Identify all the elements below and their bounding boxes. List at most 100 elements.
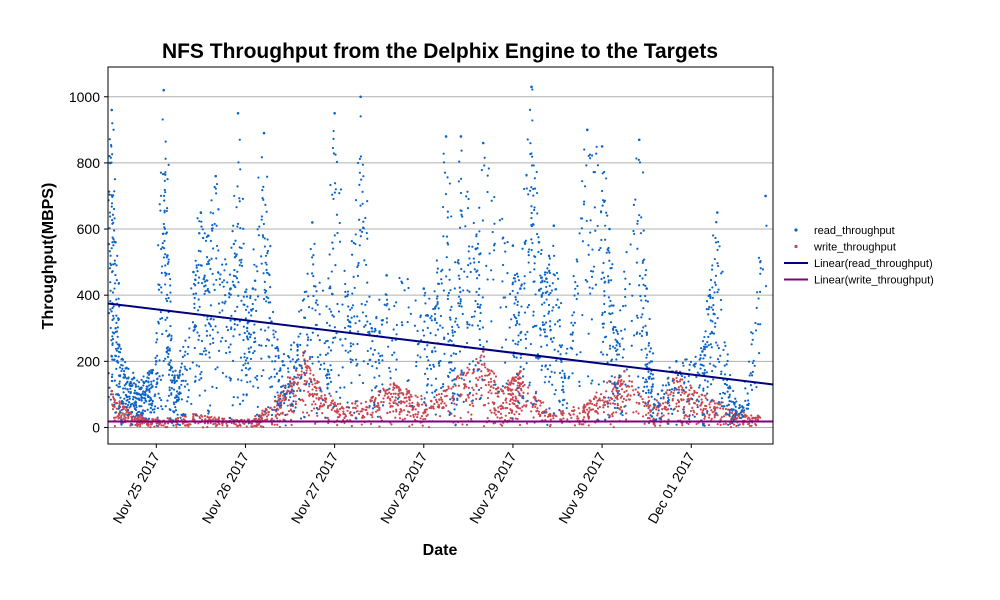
write-throughput-point <box>405 404 408 408</box>
read-throughput-point <box>750 331 753 334</box>
read-throughput-point <box>184 379 187 383</box>
read-throughput-point <box>277 404 281 407</box>
read-throughput-point <box>579 217 583 220</box>
read-throughput-point <box>746 392 749 395</box>
write-throughput-point <box>364 400 367 404</box>
read-throughput-point <box>471 324 474 327</box>
write-throughput-point <box>683 417 686 420</box>
read-throughput-point <box>535 356 538 359</box>
write-throughput-point <box>395 408 398 411</box>
write-throughput-point <box>487 402 490 405</box>
write-throughput-point <box>374 397 377 400</box>
read-throughput-point <box>167 352 170 356</box>
read-throughput-point <box>211 272 214 275</box>
read-throughput-point <box>360 178 363 181</box>
read-throughput-point <box>566 347 569 350</box>
write-throughput-point <box>654 424 657 427</box>
read-throughput-point <box>137 397 140 400</box>
write-throughput-point <box>281 412 284 415</box>
write-throughput-point <box>570 416 573 420</box>
write-throughput-point <box>295 382 299 386</box>
read-throughput-point <box>435 259 438 262</box>
write-throughput-point <box>388 402 391 405</box>
read-throughput-point <box>531 403 534 406</box>
read-throughput-point <box>346 318 350 321</box>
read-throughput-point <box>159 171 163 174</box>
write-throughput-point <box>217 416 221 419</box>
read-throughput-point <box>173 381 176 385</box>
read-throughput-point <box>448 371 451 374</box>
write-throughput-point <box>217 417 220 421</box>
read-throughput-point <box>284 398 287 401</box>
read-throughput-point <box>281 390 285 393</box>
read-throughput-point <box>451 331 454 334</box>
write-throughput-point <box>635 410 638 413</box>
read-throughput-point <box>260 374 263 378</box>
read-throughput-point <box>374 329 377 332</box>
read-throughput-point <box>164 232 168 235</box>
read-throughput-point <box>331 146 335 150</box>
write-throughput-point <box>518 407 522 410</box>
read-throughput-point <box>547 380 551 383</box>
read-throughput-point <box>632 334 636 337</box>
read-throughput-point <box>709 295 712 299</box>
read-throughput-point <box>546 423 549 426</box>
read-throughput-point <box>325 305 328 308</box>
read-throughput-point <box>645 353 649 356</box>
read-throughput-point <box>366 199 369 203</box>
write-throughput-point <box>602 406 605 409</box>
read-throughput-point <box>262 131 266 135</box>
write-throughput-point <box>694 402 697 405</box>
write-throughput-point <box>330 401 333 405</box>
read-throughput-point <box>113 259 116 262</box>
write-throughput-point <box>114 416 117 419</box>
read-throughput-point <box>172 424 175 427</box>
read-throughput-point <box>696 371 699 374</box>
read-throughput-point <box>388 366 391 370</box>
read-throughput-point <box>117 318 120 321</box>
read-throughput-point <box>205 334 209 337</box>
read-throughput-point <box>658 417 661 420</box>
read-throughput-point <box>291 358 294 361</box>
read-throughput-point <box>236 185 239 188</box>
read-throughput-point <box>336 231 339 235</box>
read-throughput-point <box>109 308 112 311</box>
read-throughput-point <box>236 323 239 327</box>
write-throughput-point <box>704 404 707 407</box>
write-throughput-point <box>333 410 337 413</box>
read-throughput-point <box>675 423 678 426</box>
read-throughput-point <box>290 344 293 347</box>
read-throughput-point <box>647 370 650 373</box>
write-throughput-point <box>515 376 518 379</box>
write-throughput-point <box>354 406 357 409</box>
read-throughput-point <box>547 303 551 307</box>
read-throughput-point <box>708 305 711 309</box>
read-throughput-point <box>400 280 403 283</box>
read-throughput-point <box>163 239 166 243</box>
write-throughput-point <box>463 383 466 386</box>
read-throughput-point <box>698 386 701 389</box>
read-throughput-point <box>159 378 163 381</box>
read-throughput-point <box>131 398 135 401</box>
write-throughput-point <box>518 412 521 416</box>
write-throughput-point <box>301 411 305 414</box>
write-throughput-point <box>308 357 311 361</box>
write-throughput-point <box>612 411 615 414</box>
read-throughput-point <box>638 214 641 217</box>
read-throughput-point <box>233 268 236 272</box>
read-throughput-point <box>543 331 546 334</box>
read-throughput-point <box>600 351 603 354</box>
read-throughput-point <box>166 262 169 265</box>
read-throughput-point <box>176 413 179 416</box>
read-throughput-point <box>166 207 169 210</box>
write-throughput-point <box>308 385 311 388</box>
read-throughput-point <box>581 313 584 317</box>
read-throughput-point <box>616 330 619 333</box>
read-throughput-point <box>601 189 604 193</box>
read-throughput-point <box>163 211 166 214</box>
read-throughput-point <box>446 176 449 179</box>
write-throughput-point <box>306 367 309 370</box>
read-throughput-point <box>741 415 745 418</box>
write-throughput-point <box>494 387 498 391</box>
read-throughput-point <box>224 258 227 261</box>
